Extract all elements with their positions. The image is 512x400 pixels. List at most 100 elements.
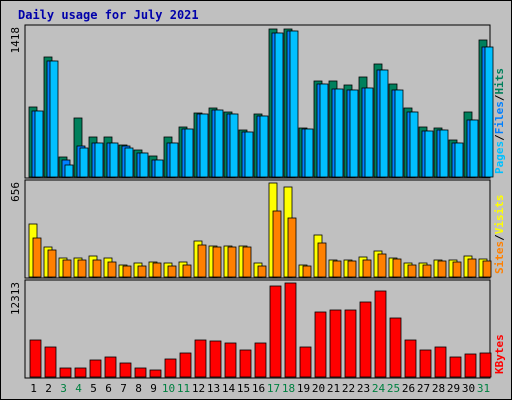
- bar-pages-day-15: [244, 131, 254, 178]
- legend-entry-visitors-1: /: [493, 234, 506, 241]
- bar-pages-day-11: [184, 128, 194, 178]
- bar-pages-day-27: [424, 130, 434, 178]
- bar-pages-day-2: [49, 60, 59, 178]
- day-label-22: 22: [342, 382, 355, 395]
- bar-sites-day-28: [437, 260, 447, 278]
- bar-kbytes-day-12: [194, 339, 207, 378]
- bar-pages-day-21: [334, 88, 344, 178]
- bar-kbytes-day-26: [404, 339, 417, 378]
- bar-sites-day-3: [62, 259, 72, 278]
- day-label-13: 13: [207, 382, 220, 395]
- bar-kbytes-day-23: [359, 301, 372, 378]
- bar-pages-day-7: [124, 147, 134, 178]
- bar-sites-day-18: [287, 217, 297, 278]
- legend-entry-visitors-2: Visits: [493, 195, 506, 235]
- bar-sites-day-29: [452, 261, 462, 278]
- day-label-11: 11: [177, 382, 190, 395]
- day-label-15: 15: [237, 382, 250, 395]
- bar-sites-day-1: [32, 237, 42, 278]
- day-label-28: 28: [432, 382, 445, 395]
- bar-pages-day-8: [139, 152, 149, 178]
- bar-kbytes-day-14: [224, 342, 237, 378]
- day-label-2: 2: [45, 382, 52, 395]
- bar-sites-day-27: [422, 264, 432, 278]
- bar-sites-day-21: [332, 260, 342, 278]
- bar-kbytes-day-16: [254, 342, 267, 378]
- bar-sites-day-8: [137, 265, 147, 278]
- day-label-26: 26: [402, 382, 415, 395]
- bar-sites-day-12: [197, 244, 207, 278]
- bar-sites-day-16: [257, 265, 267, 278]
- bar-kbytes-day-6: [104, 356, 117, 378]
- legend-traffic: KBytes: [493, 334, 506, 374]
- bar-sites-day-4: [77, 259, 87, 278]
- day-label-21: 21: [327, 382, 340, 395]
- bar-kbytes-day-1: [29, 339, 42, 378]
- day-label-31: 31: [477, 382, 490, 395]
- bar-kbytes-day-24: [374, 290, 387, 378]
- bar-kbytes-day-3: [59, 367, 72, 378]
- bar-sites-day-30: [467, 258, 477, 278]
- bar-kbytes-day-5: [89, 359, 102, 378]
- bar-kbytes-day-11: [179, 352, 192, 378]
- bar-sites-day-13: [212, 246, 222, 278]
- bar-sites-day-23: [362, 259, 372, 278]
- bar-sites-day-25: [392, 258, 402, 278]
- legend-entry-traffic-0: KBytes: [493, 334, 506, 374]
- day-label-9: 9: [150, 382, 157, 395]
- bar-pages-day-14: [229, 113, 239, 178]
- bar-kbytes-day-18: [284, 282, 297, 378]
- bar-pages-day-29: [454, 142, 464, 178]
- bar-pages-day-26: [409, 111, 419, 178]
- bar-kbytes-day-4: [74, 367, 87, 378]
- bar-pages-day-4: [79, 147, 89, 178]
- bar-pages-day-31: [484, 46, 494, 178]
- bar-sites-day-22: [347, 260, 357, 278]
- bar-pages-day-6: [109, 142, 119, 178]
- day-label-27: 27: [417, 382, 430, 395]
- bar-sites-day-26: [407, 264, 417, 278]
- legend-entry-requests-3: /: [493, 94, 506, 101]
- bar-kbytes-day-22: [344, 309, 357, 378]
- day-label-5: 5: [90, 382, 97, 395]
- day-label-3: 3: [60, 382, 67, 395]
- bar-kbytes-day-28: [434, 346, 447, 378]
- day-label-14: 14: [222, 382, 236, 395]
- bar-pages-day-17: [274, 32, 284, 178]
- legend-entry-visitors-0: Sites: [493, 241, 506, 274]
- legend-entry-requests-0: Pages: [493, 141, 506, 174]
- bar-sites-day-10: [167, 265, 177, 278]
- day-label-29: 29: [447, 382, 460, 395]
- bar-pages-day-16: [259, 115, 269, 178]
- legend-entry-requests-1: /: [493, 134, 506, 141]
- bar-pages-day-30: [469, 119, 479, 178]
- bar-kbytes-day-9: [149, 369, 162, 378]
- legend-visitors: Sites/Visits: [493, 195, 506, 275]
- bar-kbytes-day-19: [299, 346, 312, 378]
- day-label-17: 17: [267, 382, 280, 395]
- bar-sites-day-17: [272, 210, 282, 278]
- day-label-20: 20: [312, 382, 325, 395]
- bar-kbytes-day-25: [389, 317, 402, 378]
- day-label-1: 1: [30, 382, 37, 395]
- bar-kbytes-day-29: [449, 356, 462, 378]
- bar-kbytes-day-20: [314, 311, 327, 378]
- bar-pages-day-19: [304, 128, 314, 178]
- ymax-label-traffic: 12313: [9, 282, 22, 315]
- day-label-24: 24: [372, 382, 386, 395]
- bar-kbytes-day-8: [134, 367, 147, 378]
- bar-kbytes-day-21: [329, 309, 342, 378]
- bar-sites-day-20: [317, 242, 327, 278]
- day-label-16: 16: [252, 382, 265, 395]
- bar-kbytes-day-13: [209, 340, 222, 378]
- bar-pages-day-23: [364, 87, 374, 178]
- plot-area-visitors: [24, 179, 491, 279]
- bar-sites-day-15: [242, 246, 252, 278]
- bar-pages-day-5: [94, 142, 104, 178]
- bar-pages-day-1: [34, 110, 44, 178]
- ymax-label-requests: 1418: [9, 27, 22, 54]
- day-label-25: 25: [387, 382, 400, 395]
- chart-title: Daily usage for July 2021: [18, 8, 199, 22]
- bar-kbytes-day-7: [119, 362, 132, 378]
- bar-pages-day-25: [394, 89, 404, 178]
